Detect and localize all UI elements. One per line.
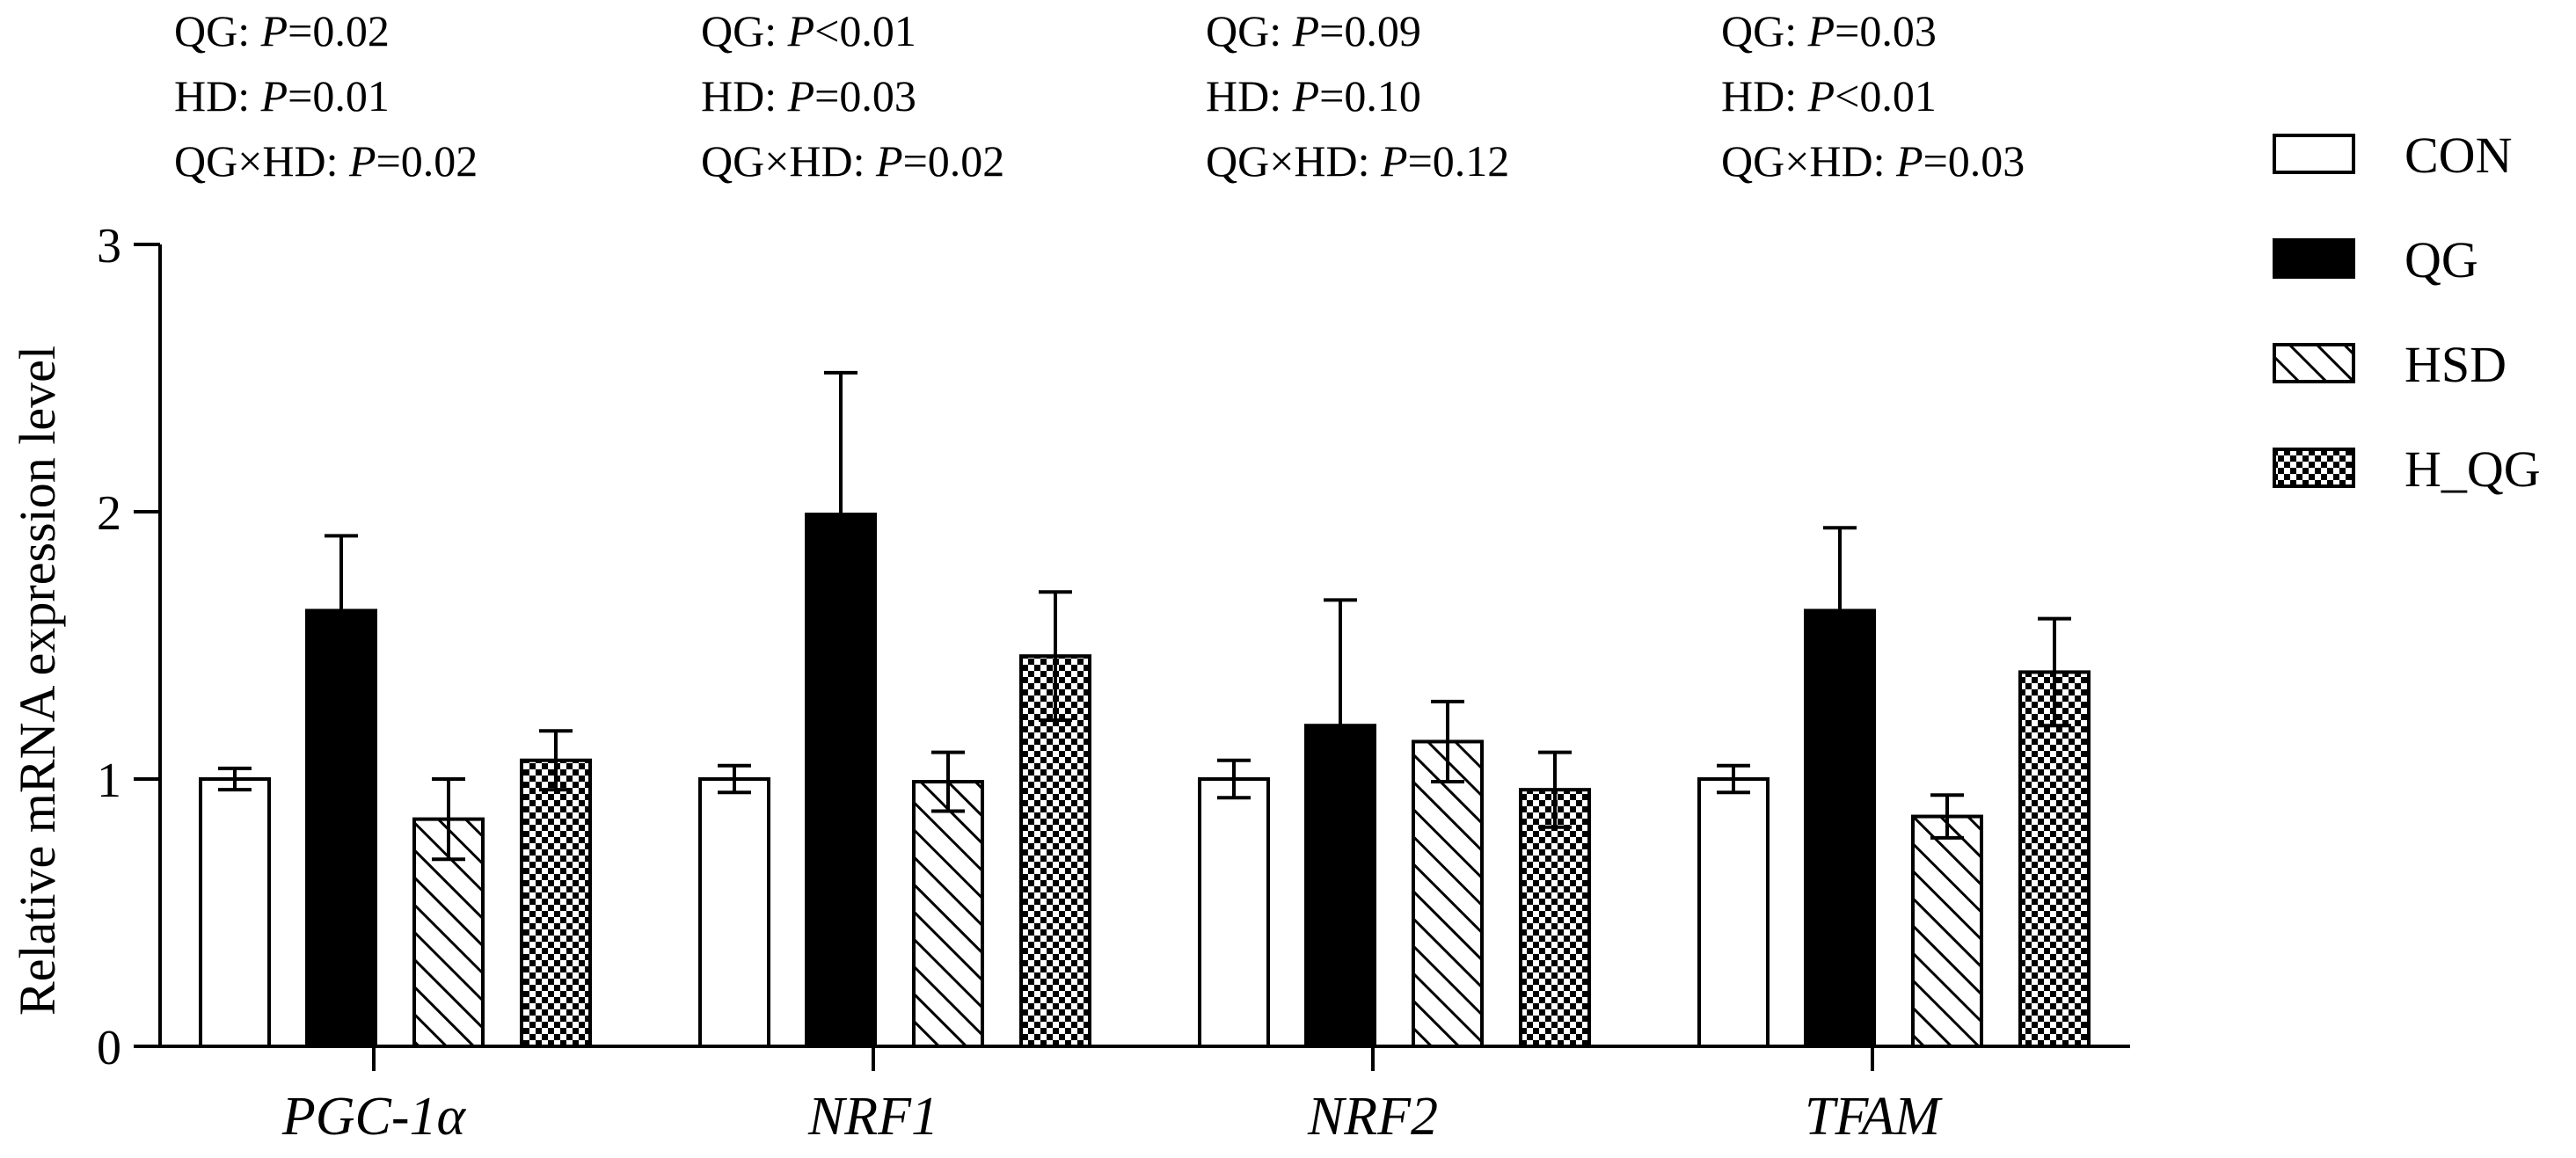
bar-h-qg [2018, 670, 2091, 1049]
legend-swatch-hsd [2273, 343, 2355, 383]
stat-annotation-line: QG: P=0.09 [1206, 6, 1421, 55]
bar-h-qg [520, 758, 592, 1048]
stat-annotation-line: HD: P<0.01 [1721, 71, 1937, 120]
bar-con [1198, 777, 1270, 1048]
stat-annotation-line: QG: P<0.01 [701, 6, 916, 55]
category-label: NRF1 [807, 1087, 938, 1147]
legend-label: CON [2405, 127, 2512, 184]
legend-swatch-con [2273, 134, 2355, 174]
stat-annotations: QG: P=0.02 HD: P=0.01 QG×HD: P=0.02 QG: P<0… [174, 6, 2025, 186]
bar-hsd [1412, 739, 1484, 1048]
y-axis-label: Relative mRNA expression level [9, 346, 66, 1016]
bar-con [199, 777, 271, 1048]
y-tick-label: 3 [97, 219, 121, 273]
stat-annotation-line: HD: P=0.01 [174, 71, 390, 120]
stat-annotation-line: QG×HD: P=0.03 [1721, 136, 2025, 186]
stat-annotation-line: HD: P=0.03 [701, 71, 916, 120]
stat-annotation-line: QG: P=0.02 [174, 6, 390, 55]
bars [199, 370, 2091, 1049]
legend-swatch-h-qg [2273, 448, 2355, 488]
y-tick-label: 2 [97, 486, 121, 541]
stat-annotation-line: QG×HD: P=0.02 [174, 136, 478, 186]
legend: CON QG HSD H_QG [2273, 127, 2541, 498]
bar-con [698, 777, 770, 1048]
stat-annotation-line: QG×HD: P=0.02 [701, 136, 1004, 186]
stat-annotation-line: QG×HD: P=0.12 [1206, 136, 1509, 186]
bar-hsd [912, 780, 984, 1048]
y-tick-label: 0 [97, 1021, 121, 1075]
legend-label: HSD [2405, 336, 2507, 393]
category-label: TFAM [1805, 1087, 1943, 1147]
bar-qg [305, 608, 377, 1048]
legend-swatch-qg [2273, 238, 2355, 279]
axes: 0 1 2 3 Relative mRNA expression level PGC-1α… [9, 219, 2130, 1147]
bar-con [1697, 777, 1770, 1048]
category-label: PGC-1α [281, 1087, 467, 1147]
legend-label: QG [2405, 231, 2478, 288]
legend-label: H_QG [2405, 441, 2541, 498]
stat-annotation-line: HD: P=0.10 [1206, 71, 1421, 120]
bar-hsd [1911, 814, 1983, 1048]
category-label: NRF2 [1307, 1087, 1438, 1147]
y-tick-label: 1 [97, 754, 121, 808]
stat-annotation-line: QG: P=0.03 [1721, 6, 1937, 55]
